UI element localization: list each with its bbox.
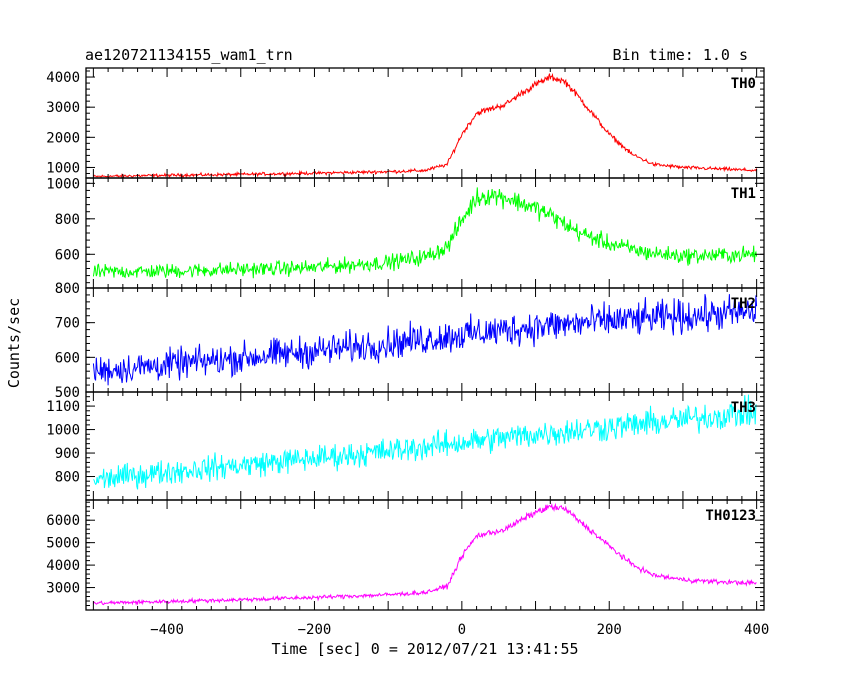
panel-th1: 600 800 1000 TH1 (46, 176, 765, 289)
panel-name-label: TH0123 (705, 508, 756, 524)
panel-th0: 1000 2000 3000 4000 TH0 (46, 67, 765, 179)
y-tick-label: 1100 (46, 399, 80, 415)
y-tick-label: 2000 (46, 130, 80, 146)
series-line-th1 (92, 187, 758, 279)
chart-title: ae120721134155_wam1_trn (85, 46, 293, 64)
y-tick-label: 4000 (46, 70, 80, 86)
panel-name-label: TH0 (731, 76, 756, 92)
y-tick-label: 6000 (46, 513, 80, 529)
y-tick-label: 1000 (46, 423, 80, 439)
y-tick-label: 5000 (46, 536, 80, 552)
x-tick-label: 200 (597, 622, 622, 638)
y-tick-label: 800 (55, 281, 80, 297)
bin-time-label: Bin time: 1.0 s (613, 46, 748, 64)
panel-th0123: 3000 4000 5000 6000 TH0123 (46, 499, 765, 611)
panel-frame (85, 67, 765, 179)
y-tick-label: 3000 (46, 100, 80, 116)
x-tick-label: 0 (458, 622, 466, 638)
y-tick-label: 3000 (46, 581, 80, 597)
panel-name-label: TH3 (731, 400, 756, 416)
panel-th2: 500 600 700 800 TH2 (55, 281, 765, 401)
x-tick-label: −200 (298, 622, 332, 638)
x-tick-label: 400 (744, 622, 769, 638)
y-tick-label: 500 (55, 385, 80, 401)
panel-name-label: TH2 (731, 296, 756, 312)
series-line-th0 (92, 72, 758, 179)
y-axis-label: Counts/sec (5, 298, 23, 388)
y-tick-label: 1000 (46, 176, 80, 192)
panel-frame (85, 499, 765, 611)
series-line-th3 (93, 394, 757, 490)
x-axis-label: Time [sec] 0 = 2012/07/21 13:41:55 (271, 640, 578, 658)
series-line-th0123 (92, 502, 757, 606)
y-tick-label: 600 (55, 247, 80, 263)
y-tick-label: 900 (55, 446, 80, 462)
y-tick-label: 4000 (46, 558, 80, 574)
panel-th3: 800 900 1000 1100 TH3 (46, 391, 765, 501)
y-tick-label: 700 (55, 316, 80, 332)
y-tick-label: 600 (55, 350, 80, 366)
y-tick-label: 800 (55, 212, 80, 228)
panel-name-label: TH1 (731, 186, 756, 202)
y-tick-label: 1000 (46, 160, 80, 176)
series-line-th2 (92, 294, 758, 386)
y-tick-label: 800 (55, 470, 80, 486)
x-tick-label: −400 (150, 622, 184, 638)
